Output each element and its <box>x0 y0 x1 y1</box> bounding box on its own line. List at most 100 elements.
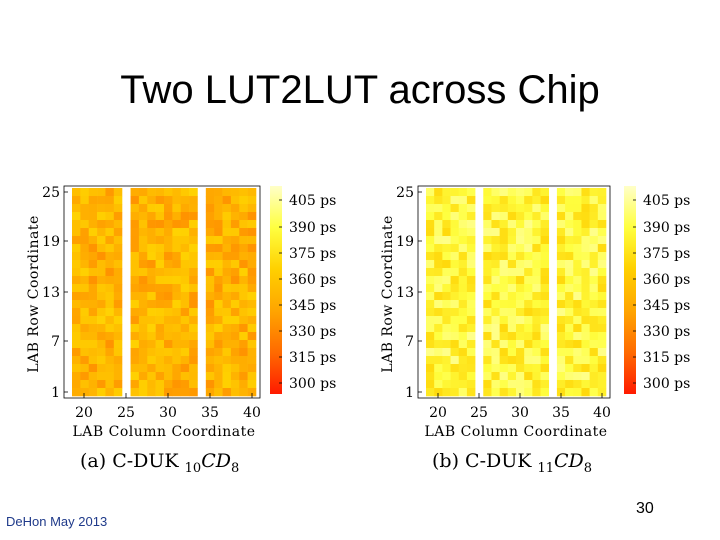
heatmap-cell <box>483 268 492 277</box>
heatmap-cell <box>524 276 533 285</box>
heatmap-cell <box>205 260 215 269</box>
heatmap-cell <box>147 324 156 333</box>
heatmap-cell <box>138 204 148 213</box>
heatmap-cell <box>180 244 190 253</box>
heatmap-cell <box>556 340 566 349</box>
heatmap-cell <box>565 236 574 245</box>
heatmap-cell <box>105 348 115 357</box>
heatmap-cell <box>147 380 156 389</box>
heatmap-cell <box>80 340 90 349</box>
heatmap-cell <box>589 340 599 349</box>
heatmap-cell <box>597 348 607 357</box>
heatmap-cell <box>458 220 468 229</box>
heatmap-cell <box>589 252 599 261</box>
heatmap-cell <box>426 364 435 373</box>
heatmap-cell <box>426 252 435 261</box>
heatmap-cell <box>516 380 525 389</box>
heatmap-cell <box>88 380 98 389</box>
heatmap-cell <box>72 204 81 213</box>
heatmap-cell <box>130 252 140 261</box>
heatmap-cell <box>499 388 509 397</box>
heatmap-cell <box>172 380 182 389</box>
heatmap-cell <box>426 372 435 381</box>
heatmap-cell <box>180 196 190 205</box>
heatmap-cell <box>222 356 232 365</box>
heatmap-cell <box>247 204 257 213</box>
heatmap-cell <box>466 372 476 381</box>
heatmap-cell <box>214 340 223 349</box>
heatmap-cell <box>113 188 123 197</box>
heatmap-cell <box>155 380 165 389</box>
heatmap-cell <box>573 244 582 253</box>
heatmap-cell <box>507 236 517 245</box>
heatmap-cell <box>164 220 173 229</box>
heatmap-cell <box>450 228 460 237</box>
heatmap-cell <box>589 204 599 213</box>
heatmap-cell <box>491 348 500 357</box>
heatmap-cell <box>597 316 607 325</box>
heatmap-cell <box>155 316 165 325</box>
heatmap-cell <box>483 308 492 317</box>
heatmap-cell <box>491 252 500 261</box>
x-tick-label: 40 <box>243 405 261 421</box>
heatmap-cell <box>491 324 500 333</box>
heatmap-cell <box>155 260 165 269</box>
heatmap-cell <box>442 220 451 229</box>
x-tick-label: 35 <box>552 405 570 421</box>
heatmap-cell <box>113 364 123 373</box>
heatmap-cell <box>80 252 90 261</box>
heatmap-cell <box>138 212 148 221</box>
heatmap-cell <box>147 260 156 269</box>
heatmap-cell <box>189 220 198 229</box>
heatmap-cell <box>230 356 240 365</box>
heatmap-cell <box>540 260 550 269</box>
heatmap-cell <box>466 380 476 389</box>
heatmap-cell <box>450 276 460 285</box>
heatmap-cell <box>434 308 443 317</box>
heatmap-cell <box>516 196 525 205</box>
heatmap-cell <box>105 356 115 365</box>
heatmap-cell <box>172 308 182 317</box>
heatmap-cell <box>147 332 156 341</box>
heatmap-cell <box>581 332 590 341</box>
heatmap-cell <box>239 292 248 301</box>
heatmap-cell <box>516 332 525 341</box>
heatmap-cell <box>581 356 590 365</box>
heatmap-cell <box>113 212 123 221</box>
heatmap-cell <box>147 228 156 237</box>
heatmap-cell <box>138 348 148 357</box>
heatmap-cell <box>516 388 525 397</box>
heatmap-cell <box>556 188 566 197</box>
heatmap-cell <box>222 372 232 381</box>
heatmap-cell <box>434 300 443 309</box>
heatmap-cell <box>80 220 90 229</box>
heatmap-cell <box>80 188 90 197</box>
heatmap-cell <box>147 388 156 397</box>
heatmap-cell <box>80 212 90 221</box>
heatmap-cell <box>491 276 500 285</box>
heatmap-cell <box>147 300 156 309</box>
heatmap-cell <box>97 260 106 269</box>
heatmap-cell <box>565 284 574 293</box>
heatmap-cell <box>230 308 240 317</box>
heatmap-cell <box>72 188 81 197</box>
heatmap-cell <box>222 348 232 357</box>
heatmap-cell <box>164 204 173 213</box>
heatmap-cell <box>581 364 590 373</box>
heatmap-cell <box>516 284 525 293</box>
heatmap-cell <box>507 212 517 221</box>
heatmap-cell <box>72 308 81 317</box>
heatmap-cell <box>180 236 190 245</box>
heatmap-cell <box>138 260 148 269</box>
heatmap-cell <box>72 316 81 325</box>
heatmap-cell <box>524 204 533 213</box>
heatmap-cell <box>589 308 599 317</box>
heatmap-cell <box>540 244 550 253</box>
heatmap-cell <box>239 220 248 229</box>
heatmap-cell <box>597 244 607 253</box>
heatmap-cell <box>72 252 81 261</box>
heatmap-cell <box>434 260 443 269</box>
heatmap-cell <box>426 220 435 229</box>
heatmap-cell <box>239 212 248 221</box>
heatmap-cell <box>72 236 81 245</box>
